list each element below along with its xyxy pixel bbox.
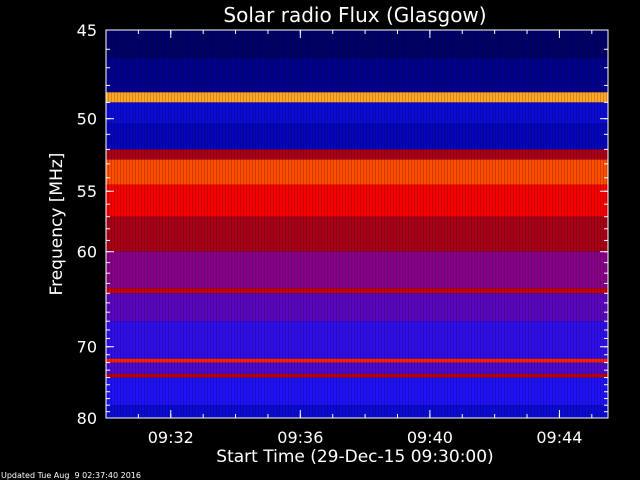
plot-area xyxy=(105,29,609,419)
y-axis: 45 50 55 60 70 80 xyxy=(77,21,608,428)
x-tick-label: 09:44 xyxy=(536,428,582,447)
y-tick-label: 45 xyxy=(77,21,97,40)
chart-title: Solar radio Flux (Glasgow) xyxy=(223,3,486,27)
x-axis-label: Start Time (29-Dec-15 09:30:00) xyxy=(216,447,493,467)
y-tick-label: 70 xyxy=(77,338,97,357)
y-tick-label: 60 xyxy=(77,243,97,262)
x-tick-label: 09:36 xyxy=(277,428,323,447)
x-tick-label: 09:32 xyxy=(148,428,194,447)
y-tick-label: 50 xyxy=(77,110,97,129)
x-axis: 09:32 09:36 09:40 09:44 xyxy=(105,30,593,447)
y-tick-label: 55 xyxy=(77,182,97,201)
plot-frame xyxy=(105,29,609,419)
updated-timestamp: Updated Tue Aug 9 02:37:40 2016 xyxy=(1,471,141,480)
y-tick-label: 80 xyxy=(77,409,97,428)
y-axis-label: Frequency [MHz] xyxy=(47,153,67,296)
x-tick-label: 09:40 xyxy=(407,428,453,447)
time-texture xyxy=(106,30,608,418)
